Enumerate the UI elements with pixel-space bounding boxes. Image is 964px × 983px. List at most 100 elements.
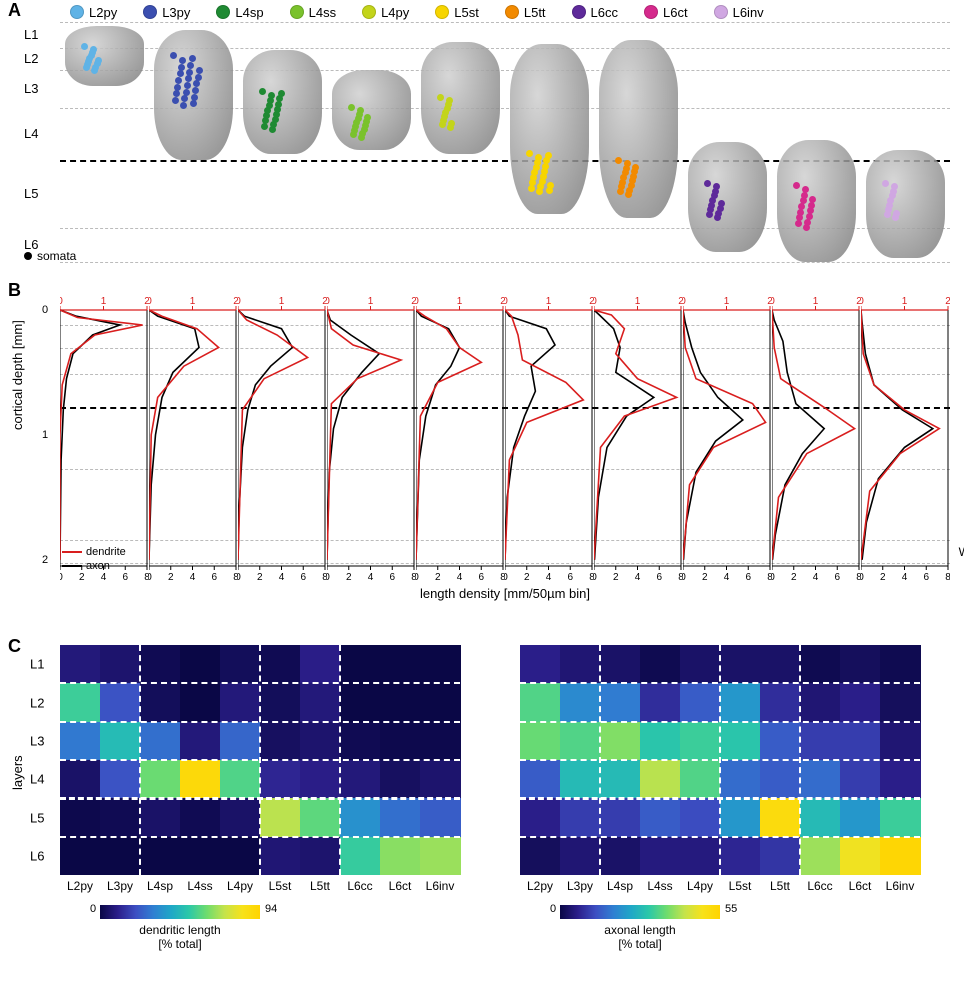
heatmap-cell	[380, 683, 421, 722]
heatmap-hline	[520, 759, 920, 761]
heatmap-cell	[260, 722, 301, 761]
somata-dot-icon	[183, 89, 190, 96]
heatmap-cell	[140, 722, 181, 761]
svg-text:4: 4	[902, 572, 908, 583]
legend-item-L4sp: L4sp	[216, 5, 263, 20]
heatmap-cell	[520, 798, 561, 837]
legend-line-icon	[62, 565, 82, 567]
svg-text:0: 0	[861, 572, 864, 583]
svg-text:6: 6	[745, 572, 751, 583]
heatmap-cell	[760, 645, 801, 684]
heatmap-xlabel: L4py	[687, 879, 713, 893]
legend-label: L5st	[454, 5, 479, 20]
somata-dot-icon	[278, 90, 285, 97]
heatmap-cell	[840, 645, 881, 684]
legend-item-L6inv: L6inv	[714, 5, 764, 20]
heatmap-cell	[180, 760, 221, 799]
heatmap-cell	[140, 683, 181, 722]
heatmap-cell	[140, 837, 181, 876]
heatmap-cell	[560, 837, 601, 876]
svg-text:0: 0	[683, 572, 686, 583]
somata-dot-icon	[809, 196, 816, 203]
blob-L3py	[149, 22, 238, 267]
colorbar-title: dendritic length[% total]	[100, 923, 260, 951]
heatmap-xlabel: L5st	[269, 879, 292, 893]
profile-L4ss: 01202468	[327, 290, 416, 600]
somata-dot-icon	[172, 97, 179, 104]
panel-a-label: A	[8, 0, 21, 21]
heatmap-cell	[840, 798, 881, 837]
svg-text:4: 4	[635, 572, 641, 583]
somata-dot-icon	[624, 160, 631, 167]
heatmap-cell	[340, 722, 381, 761]
svg-text:0: 0	[238, 296, 241, 307]
heatmap-cell	[800, 683, 841, 722]
somata-dot-icon	[806, 213, 813, 220]
heatmap-cell	[840, 722, 881, 761]
heatmap-cell	[260, 798, 301, 837]
heatmap-cell	[420, 837, 461, 876]
heatmap-cell	[720, 645, 761, 684]
svg-text:4: 4	[724, 572, 730, 583]
svg-text:4: 4	[279, 572, 285, 583]
heatmap-cell	[640, 645, 681, 684]
somata-dot-icon	[547, 182, 554, 189]
profile-L6cc: 01202468	[683, 290, 772, 600]
heatmap-cell	[340, 645, 381, 684]
heatmap-cell	[220, 837, 261, 876]
heatmap-cell	[760, 722, 801, 761]
somata-dot-icon	[632, 164, 639, 171]
heatmap-cell	[100, 683, 141, 722]
svg-text:2: 2	[791, 572, 797, 583]
heatmap-cell	[640, 798, 681, 837]
somata-dot-icon	[802, 186, 809, 193]
heatmap-cell	[340, 798, 381, 837]
heatmap-cell	[840, 683, 881, 722]
heatmap-cell	[420, 798, 461, 837]
heatmap-cell	[640, 722, 681, 761]
heatmap-cell	[800, 645, 841, 684]
heatmap-cell	[600, 760, 641, 799]
heatmap-hline	[60, 682, 460, 684]
legend-label: L5tt	[524, 5, 546, 20]
svg-text:4: 4	[368, 572, 374, 583]
svg-text:4: 4	[457, 572, 463, 583]
heatmap-cell	[60, 722, 101, 761]
heatmap-cell	[880, 837, 921, 876]
heatmap-cell	[600, 798, 641, 837]
dendrite-hull-icon	[777, 140, 856, 262]
heatmap-cell	[840, 760, 881, 799]
heatmap-cell	[100, 760, 141, 799]
svg-text:0: 0	[683, 296, 686, 307]
legend-swatch-icon	[290, 5, 304, 19]
svg-text:0: 0	[60, 296, 63, 307]
legend-label: L6ct	[663, 5, 688, 20]
colorbar-gradient-icon	[100, 905, 260, 919]
dendrite-hull-icon	[421, 42, 500, 154]
heatmap-cell	[680, 722, 721, 761]
svg-text:0: 0	[594, 296, 597, 307]
heatmap-hline	[520, 682, 920, 684]
heatmap-cell	[260, 760, 301, 799]
legend-label: L3py	[162, 5, 190, 20]
svg-text:0: 0	[861, 296, 864, 307]
heatmap-cell	[640, 760, 681, 799]
heatmap-xlabel: L2py	[67, 879, 93, 893]
svg-text:4: 4	[190, 572, 196, 583]
panel-b-ylabel: cortical depth [mm]	[10, 320, 25, 430]
heatmap-dendritic-length: L2pyL3pyL4spL4ssL4pyL5stL5ttL6ccL6ctL6in…	[60, 645, 460, 875]
heatmap-cell	[100, 722, 141, 761]
heatmap-xlabel: L5tt	[310, 879, 330, 893]
svg-text:6: 6	[656, 572, 662, 583]
heatmap-cell	[680, 798, 721, 837]
heatmap-cell	[420, 760, 461, 799]
svg-text:1: 1	[813, 296, 819, 307]
blob-L6cc	[683, 22, 772, 267]
layer-label: L5	[24, 186, 38, 201]
heatmap-cell	[720, 683, 761, 722]
heatmap-cell	[680, 683, 721, 722]
heatmap-xlabel: L4ss	[187, 879, 212, 893]
colorbar-title: axonal length[% total]	[560, 923, 720, 951]
legend-swatch-icon	[644, 5, 658, 19]
heatmap-xlabel: L3py	[107, 879, 133, 893]
